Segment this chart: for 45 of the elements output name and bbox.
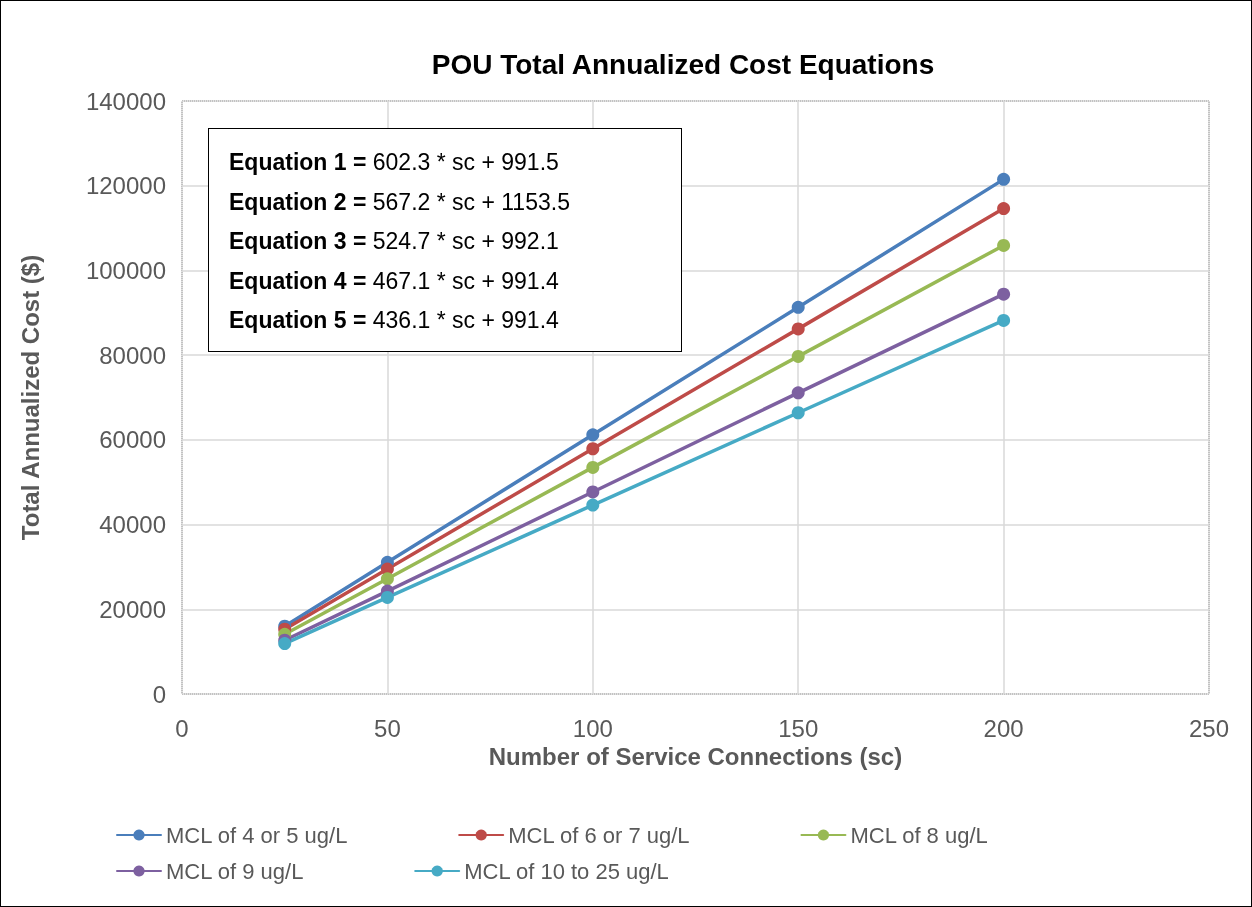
point [380, 572, 394, 586]
point [791, 300, 805, 314]
point [586, 460, 600, 474]
y-axis-title: Total Annualized Cost ($) [16, 254, 44, 541]
point [997, 313, 1011, 327]
point [586, 428, 600, 442]
x-tick-label: 50 [374, 714, 401, 742]
y-tick-label: 140000 [85, 87, 166, 115]
y-tick-label: 40000 [99, 511, 166, 539]
point [586, 442, 600, 456]
y-tick-label: 100000 [85, 256, 166, 284]
point [791, 406, 805, 420]
x-axis-title: Number of Service Connections (sc) [488, 743, 903, 771]
y-tick-label: 60000 [99, 426, 166, 454]
point [586, 498, 600, 512]
x-tick-label: 250 [1188, 714, 1230, 742]
point [586, 485, 600, 499]
annotation: Equation 2 = 567.2 * sc + 1153.5 [229, 187, 571, 217]
point [997, 202, 1011, 216]
x-tick-label: 100 [572, 714, 613, 742]
annotation: Equation 1 = 602.3 * sc + 991.5 [229, 148, 560, 177]
legend-label: MCL of 10 to 25 ug/L [464, 858, 669, 884]
x-tick-label: 150 [778, 714, 819, 742]
point [997, 172, 1011, 186]
point [791, 349, 805, 363]
annotation: Equation 3 = 524.7 * sc + 992.1 [229, 227, 560, 256]
x-tick-label: 0 [175, 714, 189, 742]
chart-title: POU Total Annualized Cost Equations [431, 48, 935, 80]
x-tick-label: 200 [983, 714, 1024, 742]
point [278, 637, 292, 651]
legend-label: MCL of 9 ug/L [166, 858, 304, 884]
y-tick-label: 120000 [85, 172, 166, 200]
point [997, 287, 1011, 301]
legend-label: MCL of 8 ug/L [850, 822, 988, 848]
point [791, 386, 805, 400]
y-tick-label: 80000 [99, 341, 166, 369]
point [997, 238, 1011, 252]
point [380, 590, 394, 604]
y-tick-label: 20000 [99, 595, 166, 623]
annotation: Equation 4 = 467.1 * sc + 991.4 [229, 266, 560, 296]
annotation: Equation 5 = 436.1 * sc + 991.4 [229, 306, 560, 335]
legend-label: MCL of 6 or 7 ug/L [508, 822, 690, 848]
legend-label: MCL of 4 or 5 ug/L [166, 822, 348, 848]
y-tick-label: 0 [152, 680, 166, 708]
point [791, 322, 805, 336]
